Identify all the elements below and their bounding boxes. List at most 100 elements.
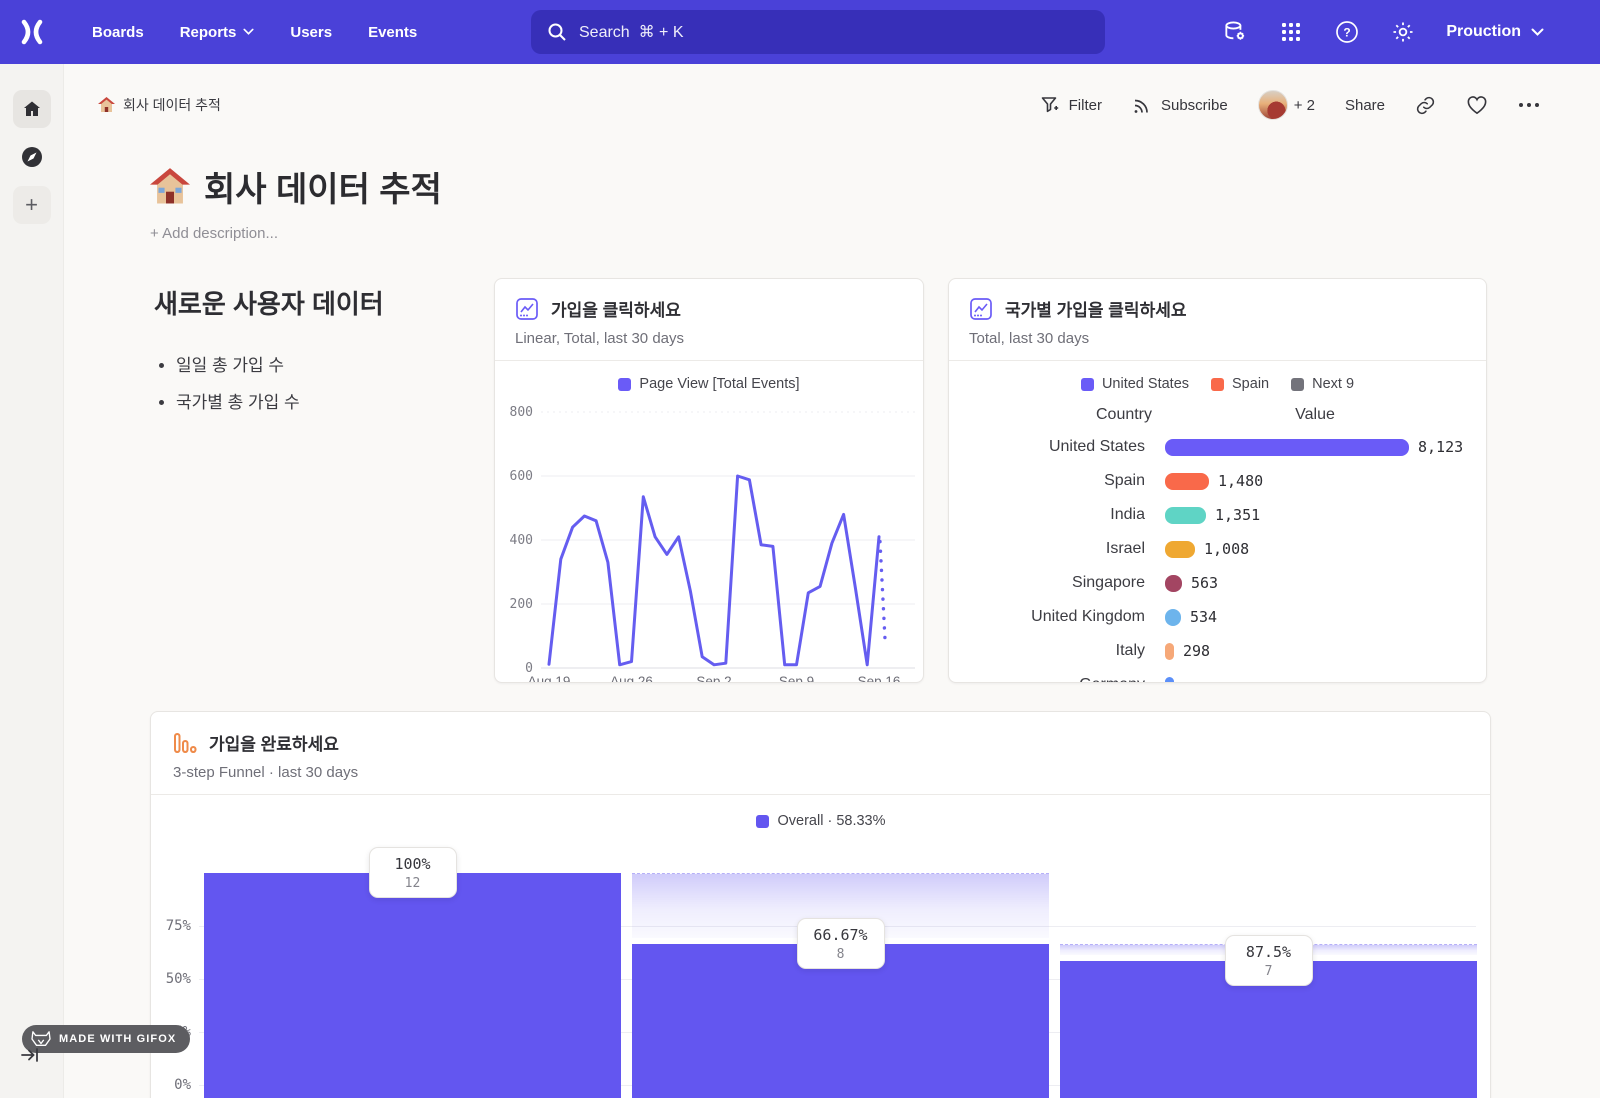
avatar-extra-count: + 2	[1293, 96, 1315, 114]
country-row-partial: Germany	[949, 668, 1486, 682]
nav-links: Boards Reports Users Events	[92, 24, 417, 41]
avatar	[1257, 90, 1288, 120]
svg-text:200: 200	[510, 597, 533, 612]
country-value: 298	[1183, 642, 1211, 660]
svg-text:600: 600	[510, 469, 533, 484]
funnel-tooltip-step-1: 100% 12	[368, 847, 457, 898]
nav-link-events[interactable]: Events	[368, 23, 418, 41]
funnel-ytick: 75%	[165, 918, 191, 934]
house-emoji-icon	[150, 167, 190, 203]
line-card-title: 가입을 클릭하세요	[551, 301, 681, 320]
nav-link-boards[interactable]: Boards	[92, 23, 144, 41]
legend-item-spain[interactable]: Spain	[1211, 376, 1269, 392]
line-chart-plot[interactable]: 800 600 400 200 0 Aug 19 Aug 26 Sep 2 Sep 9 Sep 1…	[495, 392, 923, 683]
line-chart-legend: Page View [Total Events]	[495, 376, 923, 392]
mixpanel-logo-icon[interactable]	[0, 17, 64, 47]
country-card-subtitle: Total, last 30 days	[969, 330, 1090, 347]
share-button[interactable]: Share	[1344, 96, 1385, 114]
country-label: United Kingdom	[1031, 608, 1145, 625]
country-value: 1,351	[1215, 506, 1261, 524]
country-bar[interactable]	[1165, 438, 1409, 456]
funnel-plot[interactable]: Overall · 58.33% 75%50%25%0%100%1266.67%…	[151, 795, 1490, 1098]
data-management-icon[interactable]	[1222, 19, 1248, 45]
country-bar[interactable]	[1165, 540, 1195, 558]
chevron-down-icon	[243, 28, 254, 35]
home-button[interactable]	[12, 90, 51, 128]
funnel-bar-step-1[interactable]	[204, 873, 621, 1098]
search-placeholder: Search ⌘ + K	[579, 24, 684, 41]
funnel-card[interactable]: 가입을 완료하세요 3-step Funnel · last 30 days O…	[150, 711, 1491, 1098]
copy-link-button[interactable]	[1415, 95, 1436, 116]
nav-link-users[interactable]: Users	[290, 23, 333, 41]
legend-swatch	[755, 814, 769, 828]
country-value: 8,123	[1418, 438, 1464, 456]
country-row-united-states[interactable]: United States 8,123	[949, 430, 1486, 464]
collaborators[interactable]: + 2	[1257, 90, 1315, 120]
country-rows: United States 8,123 Spain 1,480 India 1,351 Is…	[949, 430, 1486, 682]
svg-text:400: 400	[510, 533, 533, 548]
country-row-spain[interactable]: Spain 1,480	[949, 464, 1486, 498]
country-row-italy[interactable]: Italy 298	[949, 634, 1486, 668]
column-country: Country	[1095, 406, 1153, 423]
country-row-israel[interactable]: Israel 1,008	[949, 532, 1486, 566]
country-bar-card[interactable]: 국가별 가입을 클릭하세요 Total, last 30 days United…	[948, 278, 1487, 683]
legend-item-united-states[interactable]: United States	[1080, 376, 1189, 392]
text-tile: 새로운 사용자 데이터 일일 총 가입 수국가별 총 가입 수	[150, 278, 470, 683]
country-bar[interactable]	[1165, 472, 1209, 490]
search-icon	[547, 22, 567, 42]
funnel-ytick: 0%	[174, 1077, 191, 1093]
discover-button[interactable]	[13, 138, 51, 176]
apps-grid-icon[interactable]	[1278, 19, 1304, 45]
country-row-india[interactable]: India 1,351	[949, 498, 1486, 532]
country-row-singapore[interactable]: Singapore 563	[949, 566, 1486, 600]
more-menu-button[interactable]	[1518, 102, 1540, 108]
filter-button[interactable]: Filter	[1040, 95, 1102, 115]
add-description[interactable]: + Add description...	[150, 225, 278, 242]
favorite-button[interactable]	[1466, 95, 1488, 115]
house-emoji-icon	[98, 97, 115, 112]
svg-text:0: 0	[525, 661, 533, 676]
line-chart-card[interactable]: 가입을 클릭하세요 Linear, Total, last 30 days Pa…	[494, 278, 924, 683]
country-column-headers: Country Value	[949, 406, 1486, 424]
search-input[interactable]: Search ⌘ + K	[531, 10, 1105, 54]
line-chart-icon	[516, 297, 538, 320]
bullet-item: 국가별 총 가입 수	[176, 388, 466, 413]
funnel-step-count: 7	[1264, 964, 1273, 980]
funnel-card-subtitle: 3-step Funnel · last 30 days	[173, 764, 359, 781]
country-bar[interactable]	[1165, 608, 1181, 626]
funnel-card-title: 가입을 완료하세요	[209, 735, 339, 754]
country-value: 563	[1191, 574, 1219, 592]
funnel-legend: Overall · 58.33%	[151, 813, 1490, 829]
country-bar[interactable]	[1165, 506, 1206, 524]
nav-link-reports[interactable]: Reports	[180, 24, 255, 41]
svg-text:800: 800	[510, 405, 533, 420]
add-board-button[interactable]: +	[12, 186, 51, 224]
filter-icon	[1041, 97, 1058, 113]
subscribe-button[interactable]: Subscribe	[1132, 95, 1228, 115]
country-bar[interactable]	[1165, 574, 1182, 592]
text-tile-bullets: 일일 총 가입 수국가별 총 가입 수	[176, 351, 466, 413]
country-label: India	[1110, 506, 1145, 523]
ellipsis-icon	[1519, 103, 1539, 107]
compass-icon	[21, 147, 42, 167]
country-value: 534	[1190, 608, 1218, 626]
country-row-united-kingdom[interactable]: United Kingdom 534	[949, 600, 1486, 634]
breadcrumb[interactable]: 회사 데이터 추적	[98, 95, 221, 115]
country-label: Germany	[969, 676, 1145, 682]
country-legend: United States Spain Next 9	[949, 376, 1486, 392]
expand-sidebar-button[interactable]	[20, 1046, 40, 1064]
funnel-step-count: 8	[836, 946, 845, 962]
svg-text:Aug 19: Aug 19	[528, 674, 571, 683]
country-bar[interactable]	[1165, 642, 1174, 660]
help-icon[interactable]: ?	[1334, 19, 1360, 45]
settings-gear-icon[interactable]	[1390, 19, 1416, 45]
svg-text:Sep 2: Sep 2	[696, 674, 731, 683]
funnel-bar-step-2[interactable]	[632, 943, 1049, 1098]
funnel-ytick: 50%	[165, 971, 191, 987]
legend-item-next-9[interactable]: Next 9	[1291, 376, 1354, 392]
left-rail: +	[0, 64, 64, 1098]
country-value: 1,480	[1218, 472, 1264, 490]
project-selector[interactable]: Prouction	[1446, 23, 1544, 41]
main-content: 회사 데이터 추적 Filter Subscribe + 2 Share	[64, 64, 1600, 1098]
text-tile-heading: 새로운 사용자 데이터	[154, 289, 384, 319]
